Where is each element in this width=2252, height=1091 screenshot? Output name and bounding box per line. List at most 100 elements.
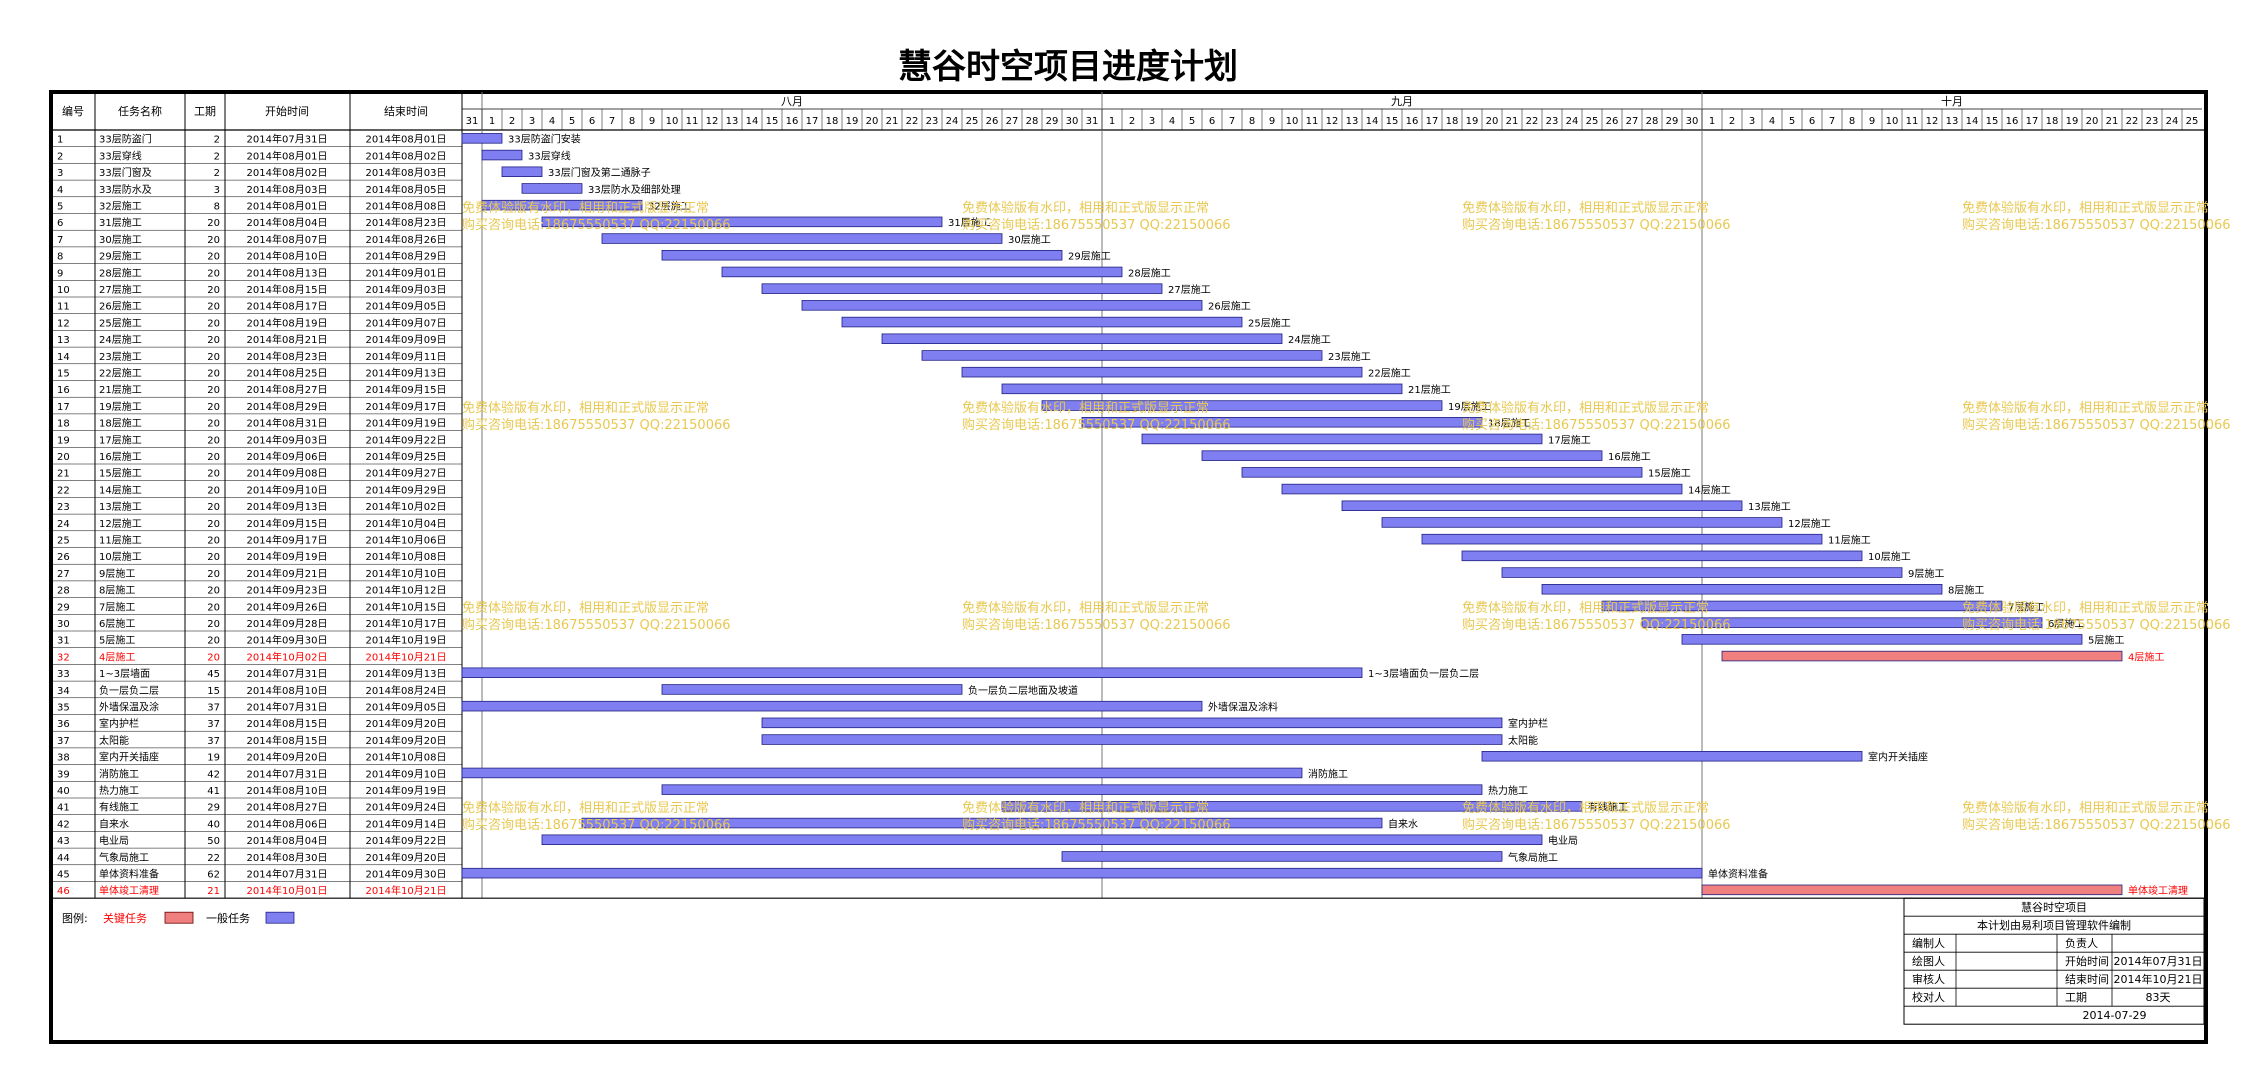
task-name: 27层施工: [99, 283, 142, 296]
task-start: 2014年08月10日: [247, 784, 328, 797]
task-duration: 15: [207, 686, 220, 697]
task-duration: 20: [207, 502, 220, 513]
watermark-line1: 免费体验版有水印，相用和正式版显示正常: [462, 600, 709, 616]
task-bar: [1481, 751, 1863, 762]
day-tick: 14: [746, 116, 759, 127]
task-end: 2014年10月02日: [366, 500, 447, 513]
bar-label: 负一层负二层地面及坡道: [968, 684, 1078, 697]
task-name: 1~3层墙面: [99, 667, 150, 680]
watermark-line1: 免费体验版有水印，相用和正式版显示正常: [962, 200, 1209, 216]
task-bar: [501, 166, 543, 177]
task-duration: 20: [207, 235, 220, 246]
task-bar: [1061, 851, 1503, 862]
task-bar: [1201, 450, 1603, 461]
legend-critical-label: 关键任务: [103, 911, 147, 925]
day-tick: 21: [886, 116, 899, 127]
bar-label: 21层施工: [1408, 383, 1451, 396]
task-end: 2014年10月06日: [366, 534, 447, 547]
info-key: 开始时间: [2065, 954, 2109, 968]
day-tick: 9: [649, 116, 655, 127]
task-duration: 29: [207, 803, 220, 814]
chart-title: 慧谷时空项目进度计划: [898, 47, 1238, 87]
task-name: 18层施工: [99, 417, 142, 430]
task-bar: [801, 300, 1203, 311]
info-key: 审核人: [1912, 972, 1945, 986]
day-tick: 19: [2066, 116, 2079, 127]
task-bar: [1001, 383, 1403, 395]
watermark-line2: 购买咨询电话:18675550537 QQ:22150066: [962, 817, 1231, 833]
info-block: [1903, 897, 2205, 1025]
bar-label: 10层施工: [1868, 550, 1911, 563]
task-start: 2014年08月29日: [247, 400, 328, 413]
day-tick: 22: [906, 116, 919, 127]
legend-normal-label: 一般任务: [206, 912, 250, 925]
bar-label: 31层施工: [948, 216, 991, 229]
bar-label: 5层施工: [2088, 634, 2124, 647]
task-start: 2014年07月31日: [247, 868, 328, 881]
watermark-line1: 免费体验版有水印，相用和正式版显示正常: [1962, 600, 2209, 616]
task-duration: 62: [207, 870, 220, 881]
task-duration: 2: [214, 168, 220, 179]
day-tick: 29: [1046, 116, 1059, 127]
task-bar: [581, 817, 1383, 829]
bar-label: 30层施工: [1008, 233, 1051, 246]
day-tick: 25: [966, 116, 979, 127]
task-bar: [1601, 600, 2003, 612]
task-start: 2014年08月01日: [247, 200, 328, 213]
task-start: 2014年08月07日: [247, 233, 328, 246]
task-start: 2014年07月31日: [247, 667, 328, 680]
task-start: 2014年08月10日: [247, 684, 328, 697]
task-id: 44: [57, 853, 70, 864]
day-tick: 25: [1586, 116, 1599, 127]
month-label: 九月: [1391, 95, 1413, 108]
task-name: 11层施工: [99, 534, 142, 547]
task-end: 2014年08月08日: [366, 200, 447, 213]
task-duration: 41: [207, 786, 220, 797]
day-tick: 20: [1486, 116, 1499, 127]
task-name: 自来水: [99, 817, 129, 830]
bar-label: 4层施工: [2128, 650, 2164, 663]
day-tick: 5: [569, 116, 575, 127]
task-duration: 20: [207, 602, 220, 613]
info-key: 工期: [2065, 991, 2087, 1004]
task-id: 4: [57, 185, 63, 196]
day-tick: 8: [629, 116, 635, 127]
task-name: 16层施工: [99, 450, 142, 463]
task-end: 2014年10月08日: [366, 550, 447, 563]
day-tick: 1: [489, 116, 495, 127]
day-tick: 27: [1626, 116, 1639, 127]
task-duration: 20: [207, 369, 220, 380]
task-end: 2014年08月02日: [366, 149, 447, 162]
task-bar: [761, 717, 1503, 729]
day-tick: 24: [946, 116, 959, 127]
day-tick: 15: [1386, 116, 1399, 127]
day-tick: 26: [986, 116, 999, 127]
watermark-line1: 免费体验版有水印，相用和正式版显示正常: [1462, 800, 1709, 816]
task-duration: 20: [207, 385, 220, 396]
task-name: 有线施工: [99, 801, 139, 814]
watermark-line1: 免费体验版有水印，相用和正式版显示正常: [1962, 800, 2209, 816]
month-label: 八月: [781, 95, 803, 108]
bar-label: 消防施工: [1308, 767, 1348, 780]
day-tick: 16: [1406, 116, 1419, 127]
day-tick: 20: [2086, 116, 2099, 127]
task-id: 28: [57, 586, 70, 597]
task-name: 32层施工: [99, 200, 142, 213]
bar-label: 热力施工: [1488, 784, 1528, 797]
task-start: 2014年08月19日: [247, 316, 328, 329]
task-end: 2014年09月24日: [366, 801, 447, 814]
task-duration: 20: [207, 252, 220, 263]
task-duration: 22: [207, 853, 220, 864]
task-end: 2014年08月05日: [366, 183, 447, 196]
bar-label: 9层施工: [1908, 567, 1944, 580]
task-id: 12: [57, 318, 70, 329]
watermark-line2: 购买咨询电话:18675550537 QQ:22150066: [962, 217, 1231, 233]
day-tick: 23: [1546, 116, 1559, 127]
task-id: 10: [57, 285, 70, 296]
task-duration: 19: [207, 753, 220, 764]
legend-critical-swatch: [164, 911, 194, 924]
task-id: 5: [57, 202, 63, 213]
